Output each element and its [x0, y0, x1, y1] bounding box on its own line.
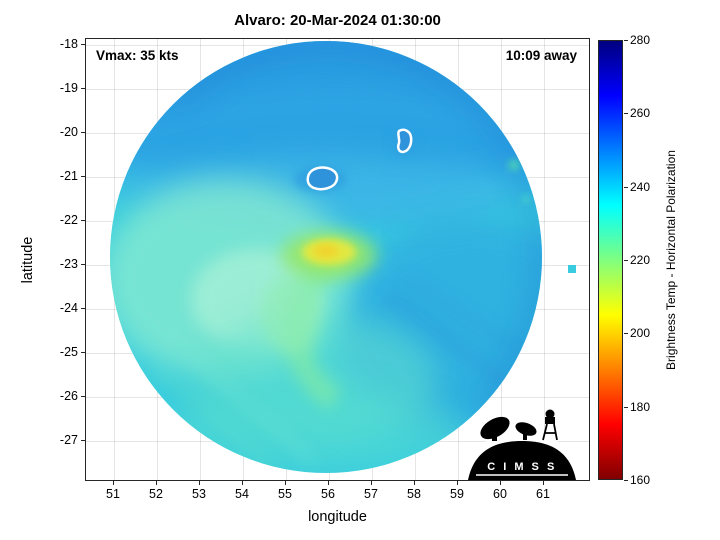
y-tick-label: -22: [59, 213, 78, 227]
x-tick-label: 53: [192, 487, 206, 501]
colorbar-tick-label: 280: [630, 33, 651, 47]
colorbar-tick-label: 240: [630, 180, 651, 194]
y-tick-label: -26: [59, 389, 78, 403]
x-tick-label: 56: [321, 487, 335, 501]
x-tickmark: [543, 481, 544, 485]
satellite-dish-icon: [515, 422, 537, 440]
y-tick-label: -25: [59, 345, 78, 359]
plot-area: C I M S S Vmax: 35 kts 10:09 away: [85, 38, 590, 481]
x-tickmark: [285, 481, 286, 485]
y-tickmark: [81, 220, 85, 221]
x-tickmark: [113, 481, 114, 485]
colorbar-label: Brightness Temp - Horizontal Polarizatio…: [664, 150, 678, 370]
y-tick-label: -27: [59, 433, 78, 447]
y-tick-label: -19: [59, 81, 78, 95]
x-axis-label: longitude: [308, 509, 367, 525]
y-tick-label: -21: [59, 169, 78, 183]
colorbar-tickmark: [624, 40, 628, 41]
plot-title: Alvaro: 20-Mar-2024 01:30:00: [234, 12, 441, 29]
colorbar-tick-label: 200: [630, 326, 651, 340]
x-tick-label: 54: [235, 487, 249, 501]
y-tickmark: [81, 396, 85, 397]
x-tick-label: 57: [364, 487, 378, 501]
y-axis-label: latitude: [20, 236, 36, 284]
y-tickmark: [81, 176, 85, 177]
x-tickmark: [199, 481, 200, 485]
white-contour-secondary: [396, 128, 413, 154]
y-tickmark: [81, 264, 85, 265]
y-tickmark: [81, 352, 85, 353]
white-contour-primary: [306, 166, 339, 191]
y-tickmark: [81, 308, 85, 309]
swath-field: [110, 41, 542, 473]
colorbar-tickmark: [624, 480, 628, 481]
x-tick-label: 51: [106, 487, 120, 501]
x-tickmark: [156, 481, 157, 485]
gridline-v: [544, 39, 545, 480]
x-tickmark: [414, 481, 415, 485]
x-tickmark: [457, 481, 458, 485]
x-tickmark: [242, 481, 243, 485]
x-tick-label: 59: [450, 487, 464, 501]
colorbar-tickmark: [624, 187, 628, 188]
x-tickmark: [328, 481, 329, 485]
y-tickmark: [81, 440, 85, 441]
y-tickmark: [81, 132, 85, 133]
colorbar-tick-label: 160: [630, 473, 651, 487]
colorbar-tick-label: 260: [630, 106, 651, 120]
brightness-temp-swath: C I M S S: [110, 41, 577, 480]
colorbar-tickmark: [624, 113, 628, 114]
x-tick-label: 61: [536, 487, 550, 501]
x-tick-label: 52: [149, 487, 163, 501]
colorbar-tick-label: 220: [630, 253, 651, 267]
satellite-dish-icon: [480, 416, 510, 441]
colorbar-tickmark: [624, 407, 628, 408]
y-tick-label: -20: [59, 125, 78, 139]
cimss-logo: C I M S S: [467, 409, 577, 480]
colorbar-tickmark: [624, 333, 628, 334]
x-tick-label: 60: [493, 487, 507, 501]
colorbar-tick-label: 180: [630, 400, 651, 414]
x-tick-label: 55: [278, 487, 292, 501]
x-tick-label: 58: [407, 487, 421, 501]
y-tick-label: -23: [59, 257, 78, 271]
y-tick-label: -18: [59, 37, 78, 51]
cimss-logo-text: C I M S S: [487, 461, 557, 473]
x-tickmark: [500, 481, 501, 485]
stray-swath-pixels: [568, 265, 576, 273]
y-tickmark: [81, 44, 85, 45]
eta-annotation: 10:09 away: [505, 48, 577, 63]
y-tickmark: [81, 88, 85, 89]
colorbar: [598, 40, 623, 480]
water-tower-icon: [542, 409, 558, 441]
colorbar-tickmark: [624, 260, 628, 261]
x-tickmark: [371, 481, 372, 485]
y-tick-label: -24: [59, 301, 78, 315]
vmax-annotation: Vmax: 35 kts: [96, 48, 179, 63]
